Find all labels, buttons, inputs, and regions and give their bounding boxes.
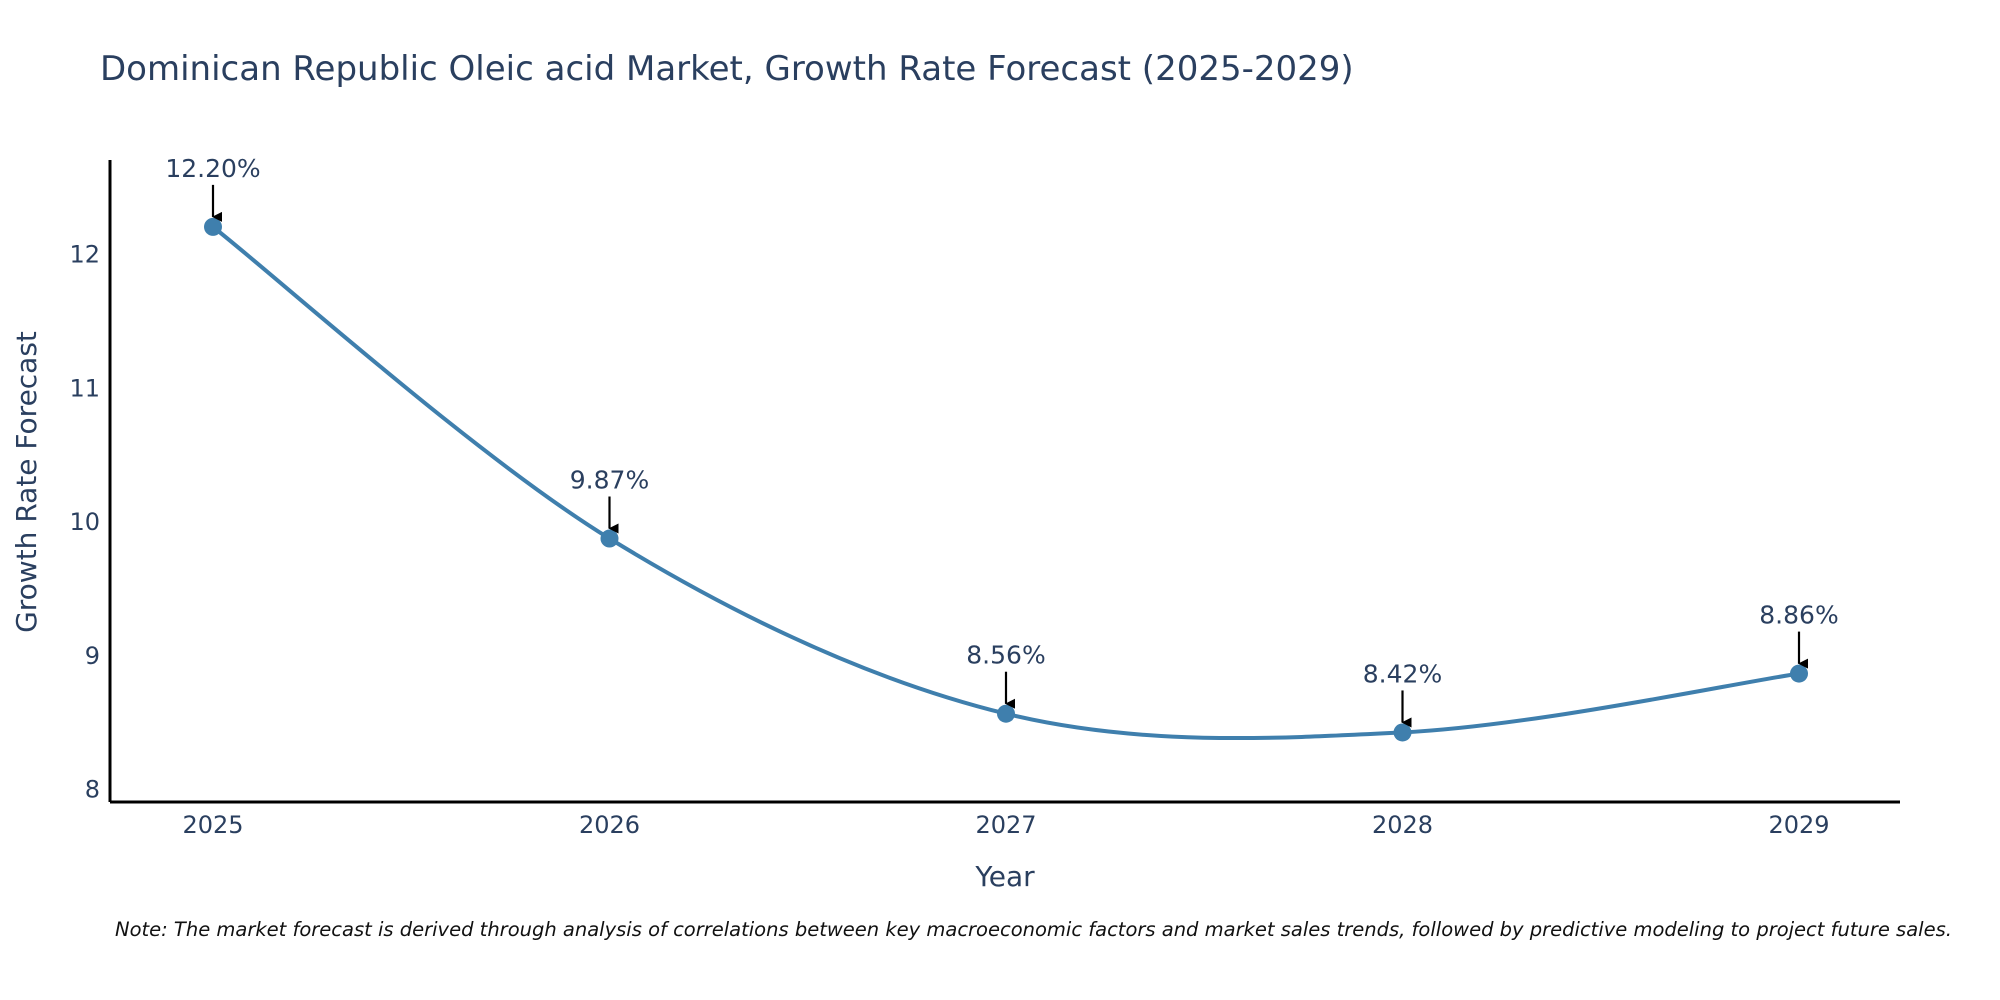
y-tick-label-9: 9 bbox=[85, 642, 100, 670]
x-tick-label-2029: 2029 bbox=[1768, 811, 1829, 839]
x-tick-labels: 2025 2026 2027 2028 2029 bbox=[182, 811, 1829, 839]
data-point-2029 bbox=[1790, 664, 1808, 683]
x-tick-label-2025: 2025 bbox=[182, 811, 243, 839]
data-point-2025 bbox=[204, 217, 222, 236]
data-label-2027: 8.56% bbox=[966, 641, 1045, 670]
x-axis-title: Year bbox=[974, 860, 1035, 893]
data-annotations: 12.20% 9.87% 8.56% 8.42% 8.86% bbox=[165, 154, 1839, 728]
data-point-2026 bbox=[600, 529, 619, 548]
y-tick-label-11: 11 bbox=[69, 374, 100, 402]
data-markers bbox=[204, 217, 1808, 742]
chart-title: Dominican Republic Oleic acid Market, Gr… bbox=[100, 49, 1354, 89]
x-tick-label-2027: 2027 bbox=[975, 811, 1036, 839]
y-axis-title: Growth Rate Forecast bbox=[10, 331, 43, 633]
data-label-2026: 9.87% bbox=[570, 466, 649, 495]
forecast-note: Note: The market forecast is derived thr… bbox=[115, 918, 1952, 941]
x-tick-label-2026: 2026 bbox=[579, 811, 640, 839]
data-label-2025: 12.20% bbox=[165, 154, 260, 183]
data-label-2029: 8.86% bbox=[1759, 601, 1838, 630]
data-point-2027 bbox=[997, 704, 1015, 723]
data-point-2028 bbox=[1393, 723, 1412, 742]
data-label-2028: 8.42% bbox=[1363, 659, 1442, 688]
x-tick-label-2028: 2028 bbox=[1372, 811, 1433, 839]
y-tick-labels: 8 9 10 11 12 bbox=[69, 241, 100, 804]
y-tick-label-10: 10 bbox=[69, 508, 100, 536]
y-tick-label-12: 12 bbox=[69, 241, 100, 269]
y-tick-label-8: 8 bbox=[85, 776, 100, 804]
